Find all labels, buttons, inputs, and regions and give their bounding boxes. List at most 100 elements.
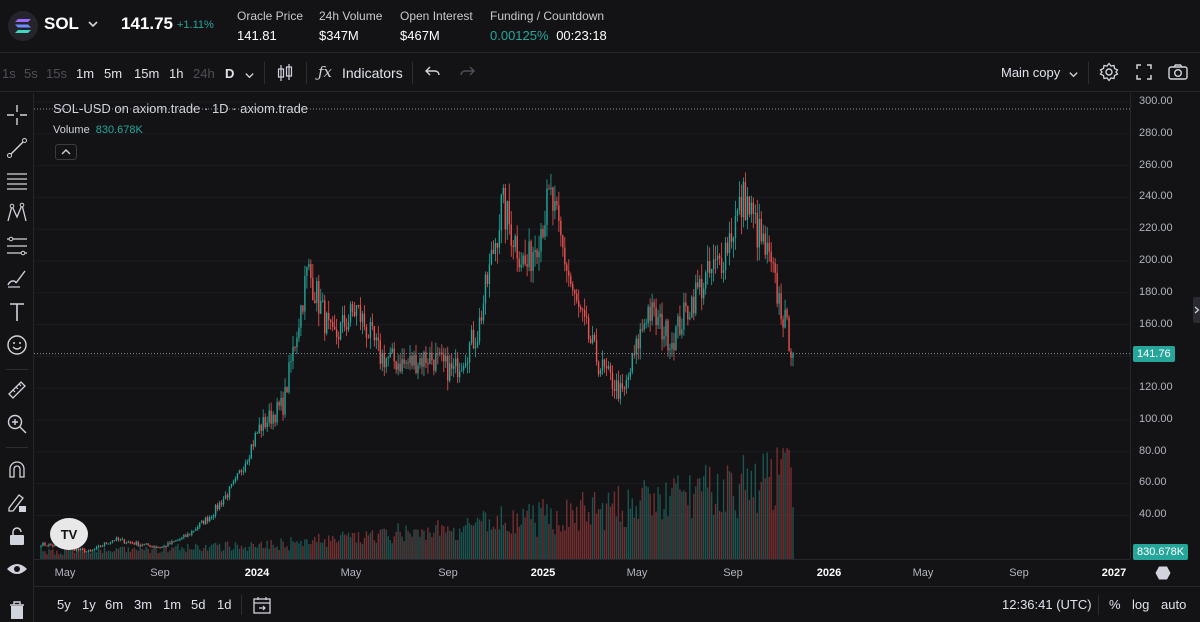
emoji-icon[interactable] bbox=[5, 333, 29, 357]
volume-bar bbox=[133, 547, 135, 559]
candle-body bbox=[788, 317, 790, 352]
volume-bar bbox=[433, 532, 435, 559]
candle-body bbox=[621, 383, 624, 389]
candle-body bbox=[44, 542, 46, 546]
volume-bar bbox=[675, 483, 677, 559]
trash-icon[interactable] bbox=[5, 598, 29, 622]
timeframe-15m[interactable]: 15m bbox=[134, 66, 160, 81]
indicators-button[interactable]: Indicators bbox=[342, 65, 403, 81]
candle-type-icon[interactable] bbox=[276, 63, 294, 88]
date-range-icon[interactable] bbox=[252, 595, 272, 620]
log-scale-toggle[interactable]: log bbox=[1132, 597, 1150, 612]
time-axis[interactable]: May Sep 2024 May Sep 2025 May Sep 2026 M… bbox=[34, 559, 1130, 585]
range-1d[interactable]: 1d bbox=[217, 597, 232, 612]
volume-bar bbox=[544, 515, 546, 559]
timeframe-24h[interactable]: 24h bbox=[193, 66, 215, 81]
candle-body bbox=[760, 218, 762, 242]
candle-body bbox=[185, 535, 187, 537]
volume-bar bbox=[324, 539, 326, 559]
timeframe-1m[interactable]: 1m bbox=[76, 66, 95, 81]
ruler-icon[interactable] bbox=[5, 378, 29, 402]
pencil-lock-icon[interactable] bbox=[5, 491, 29, 515]
volume-bar bbox=[460, 532, 463, 559]
horizontal-lines-icon[interactable] bbox=[5, 169, 29, 193]
chevron-down-icon[interactable] bbox=[244, 68, 255, 86]
collapse-legend-button[interactable] bbox=[55, 144, 77, 160]
lock-icon[interactable] bbox=[5, 524, 29, 548]
timeframe-5m[interactable]: 5m bbox=[104, 66, 123, 81]
candle-body bbox=[762, 233, 764, 242]
candle-body bbox=[258, 424, 260, 433]
pattern-tool-icon[interactable] bbox=[5, 201, 29, 225]
candle-body bbox=[587, 317, 590, 340]
chevron-down-icon[interactable] bbox=[87, 17, 99, 35]
volume-bar bbox=[730, 472, 733, 559]
crosshair-icon[interactable] bbox=[5, 103, 29, 127]
percent-scale-toggle[interactable]: % bbox=[1109, 597, 1121, 612]
camera-icon[interactable] bbox=[1168, 64, 1188, 85]
candle-body bbox=[401, 359, 403, 372]
undo-icon[interactable] bbox=[425, 65, 441, 84]
volume-bar bbox=[780, 459, 782, 559]
layout-selector[interactable]: Main copy bbox=[1001, 65, 1061, 80]
candle-body bbox=[236, 473, 239, 479]
chart-pane[interactable] bbox=[34, 93, 1130, 559]
chevron-down-icon[interactable] bbox=[1068, 67, 1079, 85]
volume-bar bbox=[308, 544, 310, 559]
range-5d[interactable]: 5d bbox=[191, 597, 206, 612]
range-6m[interactable]: 6m bbox=[105, 597, 124, 612]
range-1y[interactable]: 1y bbox=[82, 597, 96, 612]
volume-bar bbox=[113, 550, 116, 559]
timeframe-15s[interactable]: 15s bbox=[46, 66, 67, 81]
volume-bar bbox=[343, 534, 346, 559]
volume-bar bbox=[339, 534, 342, 559]
range-3m[interactable]: 3m bbox=[134, 597, 153, 612]
zoom-in-icon[interactable] bbox=[5, 412, 29, 436]
hexagon-icon[interactable] bbox=[1155, 565, 1171, 586]
timeframe-1h[interactable]: 1h bbox=[169, 66, 184, 81]
brush-icon[interactable] bbox=[5, 267, 29, 291]
volume-bar bbox=[580, 500, 582, 559]
auto-scale-toggle[interactable]: auto bbox=[1161, 597, 1187, 612]
volume-bar bbox=[441, 525, 443, 559]
fx-icon[interactable]: ƒx bbox=[318, 63, 333, 81]
volume-bar bbox=[429, 532, 431, 559]
timeframe-1s[interactable]: 1s bbox=[2, 66, 16, 81]
fullscreen-icon[interactable] bbox=[1136, 64, 1152, 85]
symbol-selector[interactable]: SOL bbox=[44, 14, 79, 33]
candle-body bbox=[385, 358, 387, 368]
scroll-right-button[interactable] bbox=[1193, 297, 1200, 323]
utc-clock[interactable]: 12:36:41 (UTC) bbox=[1002, 597, 1092, 612]
candle-body bbox=[462, 366, 465, 370]
volume-bar bbox=[659, 494, 661, 559]
candle-body bbox=[46, 545, 48, 547]
volume-bar bbox=[423, 530, 425, 559]
range-5y[interactable]: 5y bbox=[57, 597, 71, 612]
candle-body bbox=[341, 315, 344, 323]
magnet-icon[interactable] bbox=[5, 458, 29, 482]
candle-body bbox=[635, 338, 637, 355]
range-1m[interactable]: 1m bbox=[163, 597, 182, 612]
timeframe-d[interactable]: D bbox=[225, 66, 235, 81]
volume-bar bbox=[286, 546, 288, 559]
candle-body bbox=[373, 326, 376, 341]
sol-logo-icon bbox=[8, 11, 38, 41]
candle-body bbox=[377, 337, 379, 341]
candle-body bbox=[324, 300, 326, 334]
redo-icon[interactable] bbox=[459, 65, 475, 84]
candle-body bbox=[290, 361, 292, 363]
timeframe-5s[interactable]: 5s bbox=[24, 66, 38, 81]
price-tick: 40.00 bbox=[1139, 508, 1167, 520]
tradingview-logo[interactable]: TV bbox=[50, 518, 88, 550]
fib-retracement-icon[interactable] bbox=[5, 234, 29, 258]
price-axis[interactable]: 300.00 280.00 260.00 240.00 220.00 200.0… bbox=[1130, 93, 1200, 560]
eye-icon[interactable] bbox=[5, 557, 29, 581]
trend-line-icon[interactable] bbox=[5, 136, 29, 160]
settings-gear-icon[interactable] bbox=[1099, 62, 1119, 87]
candle-body bbox=[256, 432, 258, 434]
text-tool-icon[interactable] bbox=[5, 300, 29, 324]
candle-body bbox=[286, 387, 288, 393]
price-chart[interactable] bbox=[34, 93, 1130, 559]
candle-body bbox=[216, 504, 219, 509]
volume-bar bbox=[345, 535, 348, 559]
